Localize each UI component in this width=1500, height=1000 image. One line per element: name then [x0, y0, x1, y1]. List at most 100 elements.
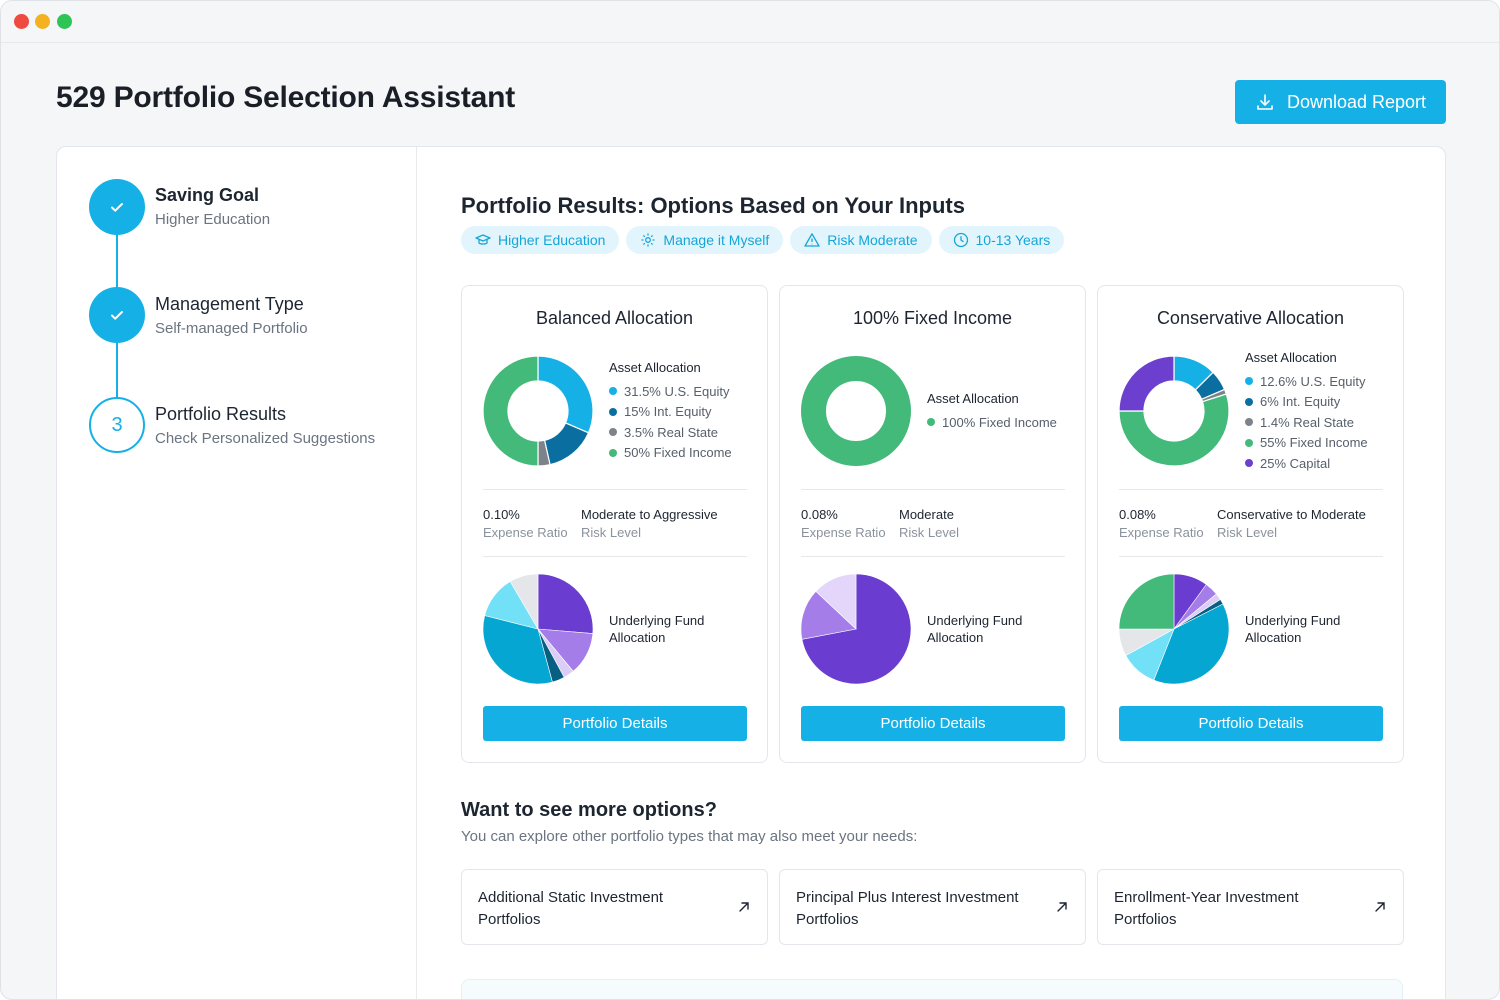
- link-static-portfolios[interactable]: Additional Static Investment Portfolios: [461, 869, 768, 945]
- legend-label: 25% Capital: [1260, 455, 1331, 471]
- step-3-number[interactable]: 3: [89, 397, 145, 453]
- step-1-check-icon[interactable]: [89, 179, 145, 235]
- card-divider: [1119, 556, 1383, 557]
- arrow-up-right-icon: [1057, 902, 1067, 912]
- step-connector: [116, 343, 118, 399]
- legend-item-us-equity: 31.5% U.S. Equity: [609, 381, 732, 402]
- portfolio-card-balanced: Balanced Allocation Asset Allocation 31.…: [461, 285, 768, 763]
- legend-dot: [927, 418, 935, 427]
- chip-label: Risk Moderate: [827, 232, 918, 248]
- warning-icon: [804, 233, 820, 247]
- expense-ratio-value: 0.08%: [1119, 507, 1156, 522]
- donut-slice: [801, 356, 911, 466]
- legend-title: Asset Allocation: [1245, 350, 1337, 365]
- legend-item-fixed-income: 50% Fixed Income: [609, 443, 732, 464]
- legend-label: 3.5% Real State: [624, 424, 718, 440]
- legend-item-us-equity: 12.6% U.S. Equity: [1245, 371, 1368, 392]
- clock-icon: [953, 232, 968, 248]
- pie-slice: [537, 574, 593, 634]
- download-icon: [1257, 94, 1273, 110]
- legend-label: 100% Fixed Income: [942, 414, 1057, 430]
- card-divider: [483, 556, 747, 557]
- chip-manage-myself[interactable]: Manage it Myself: [626, 226, 784, 254]
- step-3-title: Portfolio Results: [155, 404, 287, 424]
- risk-level-value: Conservative to Moderate: [1217, 507, 1366, 522]
- info-box: [461, 979, 1403, 999]
- legend-item-int-equity: 15% Int. Equity: [609, 402, 732, 423]
- chip-label: Higher Education: [498, 232, 606, 248]
- legend-item-real-state: 3.5% Real State: [609, 422, 732, 443]
- step-2-check-icon[interactable]: [89, 287, 145, 343]
- legend-item-int-equity: 6% Int. Equity: [1245, 392, 1368, 413]
- expense-ratio-label: Expense Ratio: [483, 525, 568, 540]
- asset-allocation-donut-chart: [801, 356, 911, 466]
- legend-label: 12.6% U.S. Equity: [1260, 373, 1366, 389]
- portfolio-details-button[interactable]: Portfolio Details: [1119, 706, 1383, 741]
- link-enrollment-year[interactable]: Enrollment-Year Investment Portfolios: [1097, 869, 1404, 945]
- maximize-window-button[interactable]: [57, 14, 72, 29]
- link-label: Additional Static Investment Portfolios: [478, 889, 664, 928]
- chip-higher-education[interactable]: Higher Education: [461, 226, 620, 254]
- underlying-fund-label: Underlying Fund Allocation: [1245, 613, 1341, 645]
- stepper-sidebar: Saving Goal Higher Education Management …: [57, 147, 417, 999]
- legend-label: 1.4% Real State: [1260, 414, 1354, 430]
- card-divider: [1119, 489, 1383, 490]
- link-principal-plus-interest[interactable]: Principal Plus Interest Investment Portf…: [779, 869, 1086, 945]
- more-options-title: Want to see more options?: [461, 799, 717, 821]
- underlying-fund-label: Underlying Fund Allocation: [609, 613, 705, 645]
- download-report-button[interactable]: Download Report: [1235, 80, 1446, 124]
- card-divider: [801, 489, 1065, 490]
- step-connector: [116, 235, 118, 291]
- step-3-subtitle: Check Personalized Suggestions: [155, 430, 376, 447]
- asset-allocation-legend: Asset Allocation 12.6% U.S. Equity 6% In…: [1245, 350, 1368, 474]
- legend-dot: [1245, 397, 1253, 406]
- chip-years[interactable]: 10-13 Years: [938, 226, 1065, 254]
- portfolio-details-button[interactable]: Portfolio Details: [801, 706, 1065, 741]
- expense-ratio-label: Expense Ratio: [801, 525, 886, 540]
- main-panel: Saving Goal Higher Education Management …: [56, 146, 1446, 999]
- gear-icon: [641, 233, 655, 247]
- legend-label: 6% Int. Equity: [1260, 394, 1341, 410]
- donut-slice: [1119, 356, 1175, 412]
- legend-dot: [1245, 438, 1253, 447]
- legend-label: 15% Int. Equity: [624, 404, 712, 420]
- legend-title: Asset Allocation: [609, 360, 701, 375]
- legend-dot: [1245, 459, 1253, 468]
- underlying-fund-label: Underlying Fund Allocation: [927, 613, 1023, 645]
- arrow-up-right-icon: [1375, 902, 1385, 912]
- asset-allocation-donut-chart: [483, 356, 593, 466]
- donut-slice: [483, 356, 539, 466]
- window-titlebar: [1, 1, 1499, 43]
- input-chips: Higher Education Manage it Myself Risk M…: [461, 226, 1065, 254]
- card-title: Conservative Allocation: [1156, 308, 1345, 328]
- legend-label: 50% Fixed Income: [624, 445, 732, 461]
- arrow-up-right-icon: [739, 902, 749, 912]
- page-title: 529 Portfolio Selection Assistant: [56, 81, 516, 114]
- pie-slice: [1119, 574, 1175, 630]
- card-divider: [801, 556, 1065, 557]
- legend-dot: [609, 407, 617, 416]
- donut-slice: [1119, 393, 1229, 466]
- minimize-window-button[interactable]: [35, 14, 50, 29]
- step-1-subtitle: Higher Education: [155, 211, 271, 228]
- portfolio-card-fixed-income: 100% Fixed Income Asset Allocation 100% …: [779, 285, 1086, 763]
- card-divider: [483, 489, 747, 490]
- close-window-button[interactable]: [14, 14, 29, 29]
- download-report-label: Download Report: [1286, 91, 1427, 112]
- legend-dot: [1245, 418, 1253, 427]
- pie-slice: [801, 590, 857, 640]
- pie-slice: [815, 574, 857, 630]
- legend-dot: [609, 448, 617, 457]
- expense-ratio-value: 0.10%: [483, 507, 520, 522]
- graduation-cap-icon: [475, 234, 491, 245]
- expense-ratio-value: 0.08%: [801, 507, 838, 522]
- legend-dot: [609, 387, 617, 396]
- chip-risk[interactable]: Risk Moderate: [790, 226, 932, 254]
- pie-slice: [509, 574, 539, 631]
- underlying-fund-pie-chart: [801, 574, 911, 684]
- portfolio-card-conservative: Conservative Allocation Asset Allocation…: [1097, 285, 1404, 763]
- portfolio-details-button[interactable]: Portfolio Details: [483, 706, 747, 741]
- legend-title: Asset Allocation: [927, 391, 1019, 406]
- step-2-subtitle: Self-managed Portfolio: [155, 320, 308, 337]
